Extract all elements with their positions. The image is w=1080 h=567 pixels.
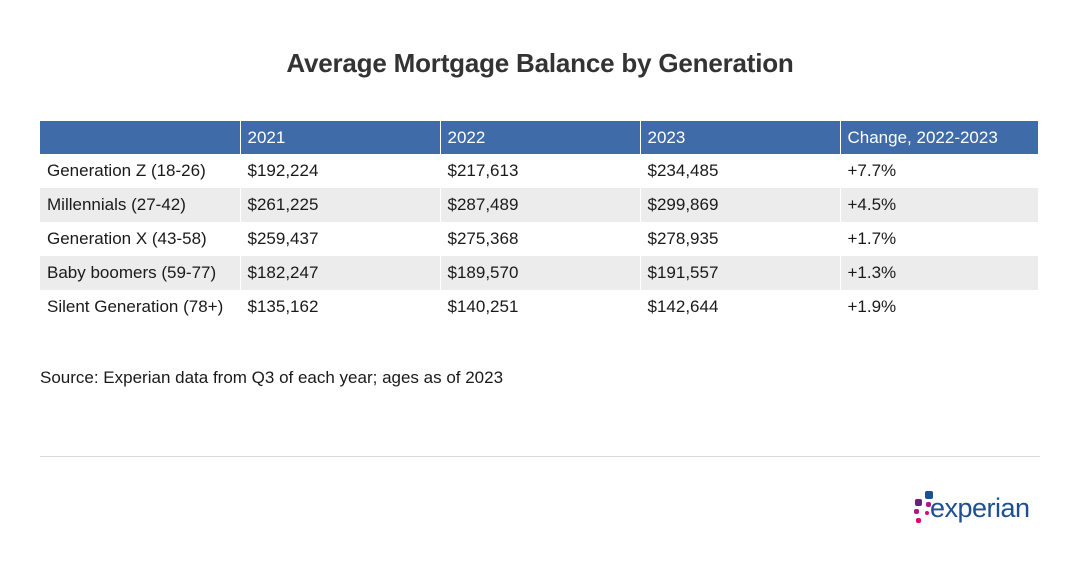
- table-cell: $192,224: [240, 154, 441, 188]
- column-header: Change, 2022-2023: [840, 121, 1038, 154]
- divider: [40, 456, 1040, 457]
- table-row: Silent Generation (78+) $135,162 $140,251 $…: [40, 290, 1038, 324]
- table-cell: +1.7%: [847, 229, 897, 248]
- table-cell: $287,489: [440, 188, 641, 222]
- table-cell: $191,557: [640, 256, 841, 290]
- table-cell: $135,162: [240, 290, 441, 324]
- column-header: 2022: [440, 121, 641, 154]
- row-label: Generation Z (18-26): [40, 154, 241, 188]
- column-header: [40, 121, 241, 154]
- table-cell: $140,251: [440, 290, 641, 324]
- page-title: Average Mortgage Balance by Generation: [286, 48, 794, 78]
- table-cell: $299,869: [640, 188, 841, 222]
- column-header: 2021: [240, 121, 441, 154]
- table-cell: $182,247: [240, 256, 441, 290]
- row-label: Millennials (27-42): [40, 188, 241, 222]
- table-cell: $142,644: [640, 290, 841, 324]
- table-cell: +1.3%: [840, 256, 1038, 290]
- table-header-row: 2021 2022 2023 Change, 2022-2023: [40, 121, 1038, 154]
- table-cell: $259,437: [240, 222, 441, 256]
- table-cell: +1.9%: [847, 297, 897, 316]
- column-header: 2023: [640, 121, 841, 154]
- mortgage-table: 2021 2022 2023 Change, 2022-2023 Generation…: [40, 121, 1038, 324]
- table-cell: $275,368: [440, 222, 641, 256]
- table-row: Generation Z (18-26) $192,224 $217,613 $234…: [40, 154, 1038, 188]
- table-cell: $261,225: [240, 188, 441, 222]
- table-cell: $234,485: [640, 154, 841, 188]
- experian-wordmark: experian: [930, 493, 1030, 523]
- table-cell: +7.7%: [847, 161, 897, 180]
- row-label: Baby boomers (59-77): [40, 256, 241, 290]
- table-cell: $189,570: [440, 256, 641, 290]
- experian-logo: experian: [910, 490, 1040, 530]
- table-row: Millennials (27-42) $261,225 $287,489 $299,…: [40, 188, 1038, 222]
- table-cell: $278,935: [640, 222, 841, 256]
- source-note: Source: Experian data from Q3 of each ye…: [40, 368, 504, 387]
- row-label: Generation X (43-58): [40, 222, 241, 256]
- table-row: Generation X (43-58) $259,437 $275,368 $278…: [40, 222, 1038, 256]
- row-label: Silent Generation (78+): [40, 290, 241, 324]
- table-row: Baby boomers (59-77) $182,247 $189,570 $191…: [40, 256, 1038, 290]
- table-cell: $217,613: [440, 154, 641, 188]
- table-cell: +4.5%: [840, 188, 1038, 222]
